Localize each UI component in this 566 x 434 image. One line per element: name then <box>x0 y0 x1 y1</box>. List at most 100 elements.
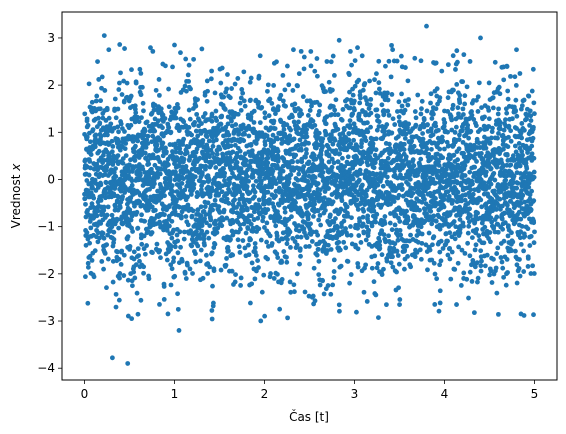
data-point <box>191 185 197 191</box>
data-point <box>128 93 134 99</box>
data-point <box>285 315 290 321</box>
data-point <box>509 230 514 236</box>
data-point <box>505 144 511 150</box>
data-point <box>471 310 477 316</box>
data-point <box>451 87 456 93</box>
data-point <box>437 249 443 255</box>
data-point <box>293 204 299 210</box>
data-point <box>495 229 501 235</box>
data-point <box>115 124 121 130</box>
data-point <box>170 189 176 194</box>
data-point <box>274 59 279 65</box>
data-point <box>177 146 183 152</box>
data-point <box>116 225 122 231</box>
data-point <box>273 181 279 187</box>
data-point <box>377 90 383 96</box>
data-point <box>386 112 392 118</box>
data-point <box>222 170 228 176</box>
data-point <box>344 97 350 102</box>
data-point <box>424 108 430 114</box>
data-point <box>99 259 105 264</box>
data-point <box>209 308 215 313</box>
data-point <box>232 197 238 203</box>
data-point <box>320 278 325 284</box>
data-point <box>494 251 500 256</box>
data-point <box>143 144 149 150</box>
data-point <box>207 154 212 160</box>
data-point <box>322 204 327 209</box>
data-point <box>206 138 212 144</box>
data-point <box>316 130 322 136</box>
data-point <box>280 72 286 78</box>
data-point <box>85 260 91 266</box>
data-point <box>355 264 361 270</box>
data-point <box>240 238 246 243</box>
data-point <box>508 138 514 144</box>
data-point <box>205 200 211 206</box>
data-point <box>141 233 147 239</box>
data-point <box>185 194 190 200</box>
data-point <box>383 63 388 69</box>
data-point <box>356 111 362 117</box>
data-point <box>470 191 476 197</box>
data-point <box>367 78 372 84</box>
data-point <box>291 136 297 142</box>
data-point <box>249 148 255 154</box>
data-point <box>141 264 147 270</box>
data-point <box>382 221 388 226</box>
data-point <box>275 148 281 154</box>
data-point <box>429 221 435 227</box>
data-point <box>239 192 245 198</box>
data-point <box>275 136 280 142</box>
data-point <box>483 169 489 175</box>
data-point <box>505 270 510 275</box>
data-point <box>310 293 316 299</box>
data-point <box>210 188 215 194</box>
data-point <box>388 74 394 80</box>
data-point <box>163 145 168 151</box>
data-point <box>166 162 171 168</box>
data-point <box>373 147 379 153</box>
data-point <box>358 240 364 245</box>
data-point <box>384 258 390 264</box>
data-point <box>141 108 146 114</box>
data-point <box>213 137 219 143</box>
data-point <box>84 230 90 235</box>
data-point <box>461 270 467 276</box>
data-point <box>160 140 166 146</box>
data-point <box>399 186 405 192</box>
data-point <box>195 243 201 249</box>
data-point <box>531 240 537 246</box>
data-point <box>201 232 207 238</box>
data-point <box>249 281 255 287</box>
data-point <box>195 207 201 213</box>
data-point <box>298 107 303 113</box>
data-point <box>366 106 372 111</box>
data-point <box>342 164 348 169</box>
data-point <box>88 225 94 231</box>
data-point <box>308 63 314 69</box>
data-point <box>317 212 323 218</box>
data-point <box>312 123 318 128</box>
data-point <box>161 297 167 302</box>
data-point <box>186 124 192 130</box>
data-point <box>425 122 430 127</box>
data-point <box>206 235 212 241</box>
data-point <box>460 106 466 112</box>
data-point <box>282 209 288 215</box>
data-point <box>469 112 475 118</box>
data-point <box>455 59 460 65</box>
data-point <box>327 212 333 218</box>
data-point <box>207 264 213 270</box>
data-point <box>133 110 139 116</box>
data-point <box>238 107 244 113</box>
data-point <box>374 171 380 177</box>
data-point <box>441 204 447 210</box>
data-point <box>303 154 308 160</box>
data-point <box>492 177 498 183</box>
data-point <box>113 166 118 172</box>
data-point <box>133 80 139 86</box>
data-point <box>90 127 96 132</box>
data-point <box>304 127 310 132</box>
data-point <box>481 240 487 246</box>
